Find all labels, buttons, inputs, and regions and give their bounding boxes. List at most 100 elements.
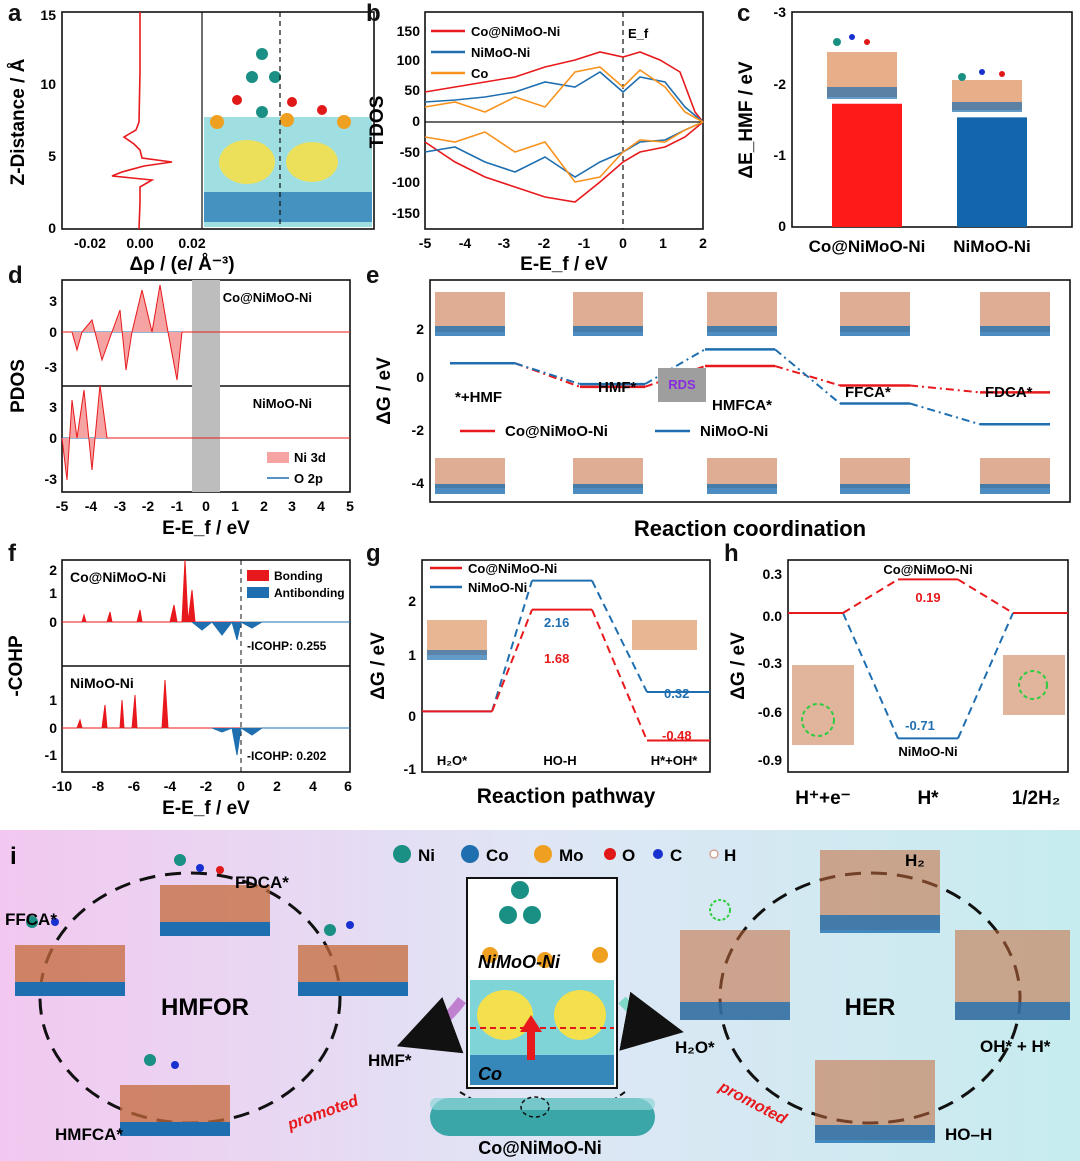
state-label: H⁺+e⁻ <box>795 788 850 809</box>
series-nimoo-ni-down <box>424 121 704 178</box>
slab-structure <box>980 292 1050 332</box>
state-label: FFCA* <box>845 384 891 401</box>
category-label: NiMoO-Ni <box>953 237 1030 256</box>
x-axis-label: Δρ / (e/ Å⁻³) <box>129 254 234 275</box>
y-axis-label: TDOS <box>367 96 388 149</box>
nimoo-ni-connector <box>491 580 533 712</box>
x-tick: 0 <box>619 235 627 251</box>
fermi-label: E_f <box>628 26 649 41</box>
y-tick: -0.6 <box>758 704 782 720</box>
red-name: Co@NiMoO-Ni <box>883 562 972 577</box>
icohp-top: -ICOHP: 0.255 <box>247 639 327 653</box>
value-label: -0.48 <box>662 728 692 743</box>
state-label: FDCA* <box>235 873 289 892</box>
series-co-nimoo-ni-down <box>424 121 704 203</box>
panel-g: Co@NiMoO-Ni NiMoO-Ni 2.16 1.68 0.32 -0.4… <box>368 559 711 808</box>
x-tick: -10 <box>52 778 72 794</box>
top-title: Co@NiMoO-Ni <box>70 569 166 585</box>
rod-label: Co@NiMoO-Ni <box>478 1138 602 1158</box>
y-tick: -0.9 <box>758 752 782 768</box>
slab-structure <box>573 292 643 332</box>
nimoo-ni-connector <box>957 612 1014 739</box>
y-axis-label: -COHP <box>6 635 27 697</box>
slab-structure <box>707 292 777 332</box>
slab-structure <box>573 484 643 494</box>
antibonding-bottom <box>211 727 350 756</box>
x-axis-label: E-E_f / eV <box>162 518 250 539</box>
x-tick: 0 <box>237 778 245 794</box>
co-nimoo-ni-connector <box>957 578 1014 614</box>
legend: Co@NiMoO-Ni NiMoO-Ni <box>430 561 557 595</box>
x-tick: 1 <box>659 235 667 251</box>
ni3d-bottom <box>61 384 350 481</box>
y-tick: 10 <box>40 76 56 92</box>
legend: Co@NiMoO-Ni NiMoO-Ni Co <box>431 24 560 81</box>
panel-f-letter: f <box>8 540 16 567</box>
her-title: HER <box>845 994 896 1021</box>
panel-a-letter: a <box>8 0 22 27</box>
panel-h-letter: h <box>724 540 739 567</box>
state-label: HO-H <box>543 753 576 768</box>
x-tick: -4 <box>164 778 177 794</box>
y-tick: -150 <box>392 205 420 221</box>
series-co-nimoo-ni-up <box>424 51 704 123</box>
y-tick: 2 <box>416 321 424 337</box>
y-tick: 0 <box>49 614 57 630</box>
category-label: Co@NiMoO-Ni <box>809 237 926 256</box>
co-nimoo-ni-connector <box>591 609 648 741</box>
x-tick: -2 <box>142 498 155 514</box>
state-label: H₂O* <box>437 753 468 768</box>
y-tick: -2 <box>412 422 425 438</box>
legend-label: Co <box>471 66 488 81</box>
y-axis-label: PDOS <box>8 359 29 413</box>
y-tick: 0.3 <box>763 566 783 582</box>
panel-d-letter: d <box>8 262 23 289</box>
legend-label: O <box>622 846 635 865</box>
x-tick: -1 <box>578 235 591 251</box>
x-tick: 6 <box>344 778 352 794</box>
state-label: FFCA* <box>5 910 57 929</box>
slab-structure <box>435 484 505 494</box>
panel-h: Co@NiMoO-Ni 0.19 -0.71 NiMoO-Ni 0.3 0.0 … <box>728 559 1069 809</box>
x-tick: 4 <box>317 498 325 514</box>
nimoo-ni-connector <box>591 580 648 693</box>
co-nimoo-ni-connector <box>909 384 981 394</box>
slab-structure <box>435 292 505 332</box>
co-nimoo-ni-connector <box>842 578 899 614</box>
slab-structure <box>840 458 910 488</box>
slab-structure <box>707 326 777 336</box>
slab-structure <box>980 458 1050 488</box>
panel-e-letter: e <box>366 262 380 289</box>
y-tick: 2 <box>408 593 416 609</box>
slab-structure <box>435 458 505 488</box>
y-tick: 5 <box>48 148 56 164</box>
panel-a: -0.02 0.00 0.02 0 5 10 15 Δρ / (e/ Å⁻³) … <box>8 7 375 275</box>
y-tick: 0 <box>408 708 416 724</box>
legend-label: C <box>670 846 682 865</box>
x-axis-label: E-E_f / eV <box>520 254 608 275</box>
x-axis-label: Reaction coordination <box>634 516 866 541</box>
y-tick: -3 <box>45 359 58 375</box>
state-label: *+HMF <box>455 389 502 406</box>
legend-label: NiMoO-Ni <box>468 580 527 595</box>
slab-structure <box>980 326 1050 336</box>
panel-b-letter: b <box>366 0 381 27</box>
blue-name: NiMoO-Ni <box>898 744 957 759</box>
bottom-title: NiMoO-Ni <box>70 675 134 691</box>
bar <box>957 117 1027 227</box>
center-bottom-label: Co <box>478 1064 502 1084</box>
x-tick: -1 <box>171 498 184 514</box>
x-tick: 0.02 <box>178 235 205 251</box>
y-tick: -3 <box>45 471 58 487</box>
legend-label: O 2p <box>294 471 323 486</box>
slab-structure <box>980 484 1050 494</box>
legend: Co@NiMoO-Ni NiMoO-Ni <box>460 423 768 440</box>
y-tick: 0 <box>49 324 57 340</box>
charge-density-curve <box>111 12 173 230</box>
x-tick: -2 <box>538 235 551 251</box>
y-tick: 0 <box>778 218 786 234</box>
y-tick: -4 <box>412 475 425 491</box>
charge-density-structure-image <box>204 48 372 227</box>
x-axis-label: Reaction pathway <box>477 785 656 808</box>
top-title: Co@NiMoO-Ni <box>223 290 312 305</box>
